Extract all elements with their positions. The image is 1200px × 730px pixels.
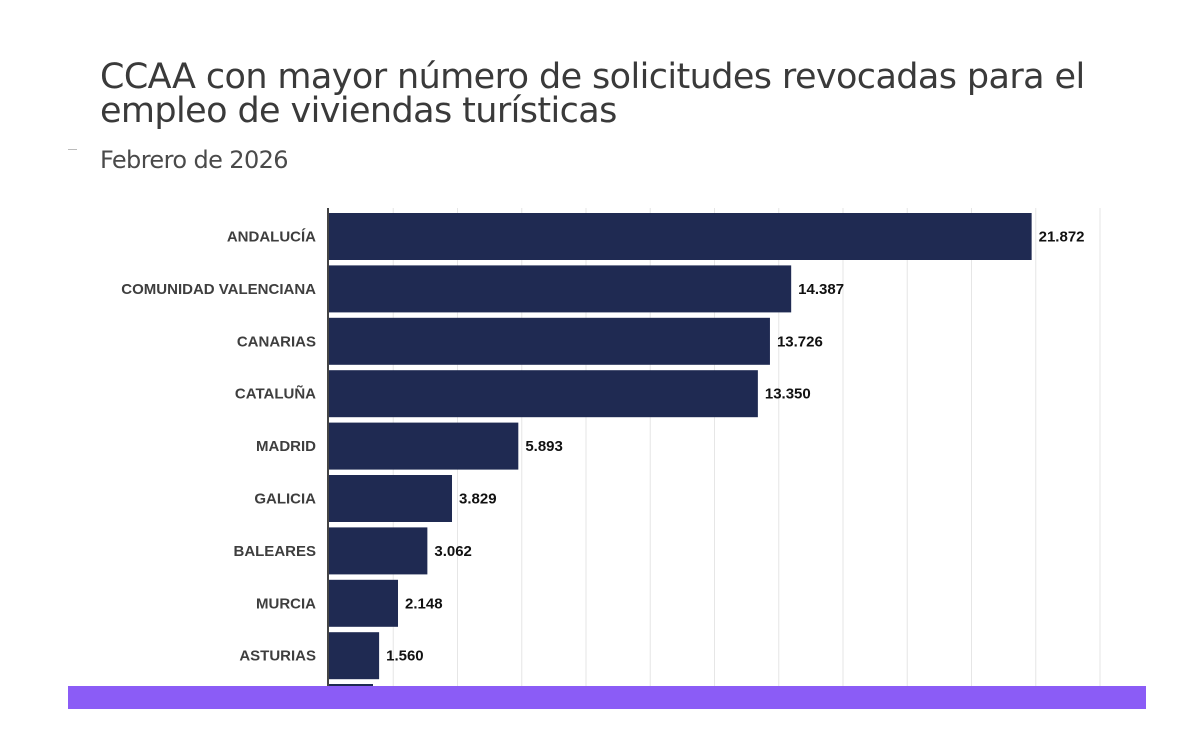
bar <box>329 475 453 522</box>
value-labels: 21.872 14.387 13.726 13.350 5.893 3.829 3.062 2… <box>386 229 1084 665</box>
value-label: 1.560 <box>386 648 424 665</box>
bar <box>329 370 758 418</box>
category-label: CATALUÑA <box>235 385 316 403</box>
footer-band <box>68 686 1146 709</box>
bar <box>329 265 792 313</box>
category-label: ASTURIAS <box>239 648 316 665</box>
value-label: 3.829 <box>459 491 497 508</box>
bar <box>329 632 380 680</box>
bar <box>329 317 770 365</box>
value-label: 5.893 <box>525 438 563 455</box>
value-label: 2.148 <box>405 595 443 612</box>
bars <box>329 213 1032 690</box>
chart-title: CCAA con mayor número de solicitudes rev… <box>100 57 1085 131</box>
value-label: 3.062 <box>434 543 472 560</box>
value-label: 21.872 <box>1039 229 1085 246</box>
category-label: GALICIA <box>254 491 316 508</box>
chart-subtitle: Febrero de 2026 <box>100 146 289 174</box>
bar <box>329 527 428 575</box>
value-label: 13.726 <box>777 333 823 350</box>
bar <box>329 213 1032 260</box>
category-label: MADRID <box>256 438 316 455</box>
category-label: BALEARES <box>233 543 316 560</box>
decorative-dash <box>68 149 77 150</box>
category-labels: ANDALUCÍA COMUNIDAD VALENCIANA CANARIAS CAT… <box>121 229 316 665</box>
category-label: ANDALUCÍA <box>227 229 316 246</box>
value-label: 14.387 <box>798 281 844 298</box>
bar <box>329 422 519 470</box>
value-label: 13.350 <box>765 386 811 403</box>
bar <box>329 579 399 627</box>
category-label: COMUNIDAD VALENCIANA <box>121 281 316 298</box>
category-label: CANARIAS <box>237 333 316 350</box>
category-label: MURCIA <box>256 595 316 612</box>
